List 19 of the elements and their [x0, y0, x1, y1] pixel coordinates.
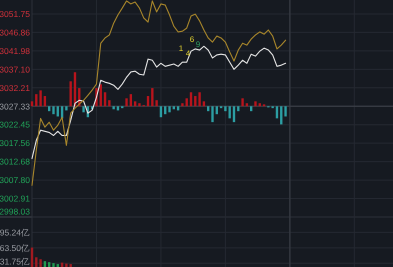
annotation: 9 [196, 40, 201, 49]
y-tick-label: 3051.75 [0, 8, 30, 19]
y-tick-label: 63.50亿 [0, 242, 30, 253]
annotation: 6 [190, 35, 195, 44]
y-tick-label: 3046.86 [0, 27, 30, 38]
y-tick-label: 31.75亿 [0, 256, 30, 266]
y-tick-label: 95.24亿 [0, 227, 30, 238]
y-tick-label: 3027.33 [0, 101, 30, 112]
y-tick-label: 2998.03 [0, 206, 30, 216]
y-tick-label: 3017.56 [0, 138, 30, 148]
y-tick-label: 3012.68 [0, 156, 30, 167]
y-tick-label: 3002.91 [0, 194, 30, 204]
y-tick-label: 3037.10 [0, 64, 30, 74]
annotation: 4 [186, 49, 191, 58]
y-tick-label: 3032.21 [0, 82, 30, 93]
annotation: 1 [178, 44, 184, 53]
y-tick-label: 3041.98 [0, 46, 30, 56]
y-tick-label: 3022.45 [0, 120, 30, 130]
y-tick-label: 3007.80 [0, 175, 30, 186]
